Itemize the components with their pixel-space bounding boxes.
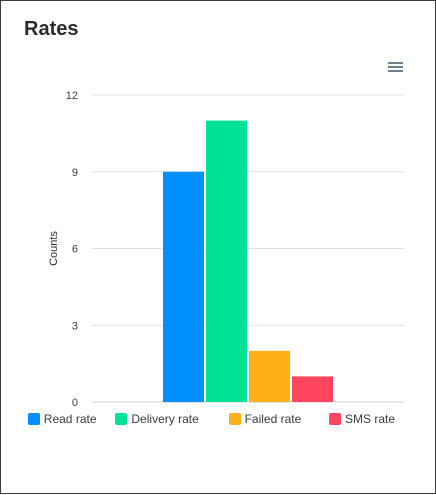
y-tick-label: 3 — [72, 320, 78, 332]
bar-delivery-rate[interactable] — [206, 120, 247, 402]
legend-swatch — [329, 413, 341, 425]
y-tick-label: 12 — [66, 90, 78, 102]
legend-item[interactable]: Failed rate — [228, 410, 302, 428]
bar-failed-rate[interactable] — [249, 350, 290, 402]
legend-item[interactable]: Delivery rate — [115, 410, 199, 428]
legend-swatch — [228, 413, 241, 425]
legend-swatch — [115, 413, 128, 425]
y-tick-label: 0 — [72, 397, 78, 409]
legend-label: Failed rate — [244, 412, 302, 426]
y-tick-label: 9 — [72, 167, 78, 179]
card-title: Rates — [24, 18, 79, 40]
legend-label: Delivery rate — [131, 412, 199, 426]
hamburger-menu-icon[interactable] — [387, 60, 405, 74]
legend-item[interactable]: SMS rate — [329, 410, 395, 428]
y-axis-title: Counts — [48, 231, 60, 266]
legend-label: Read rate — [43, 412, 97, 426]
menu-line — [388, 62, 403, 64]
menu-line — [388, 70, 403, 72]
legend-swatch — [27, 413, 40, 425]
menu-line — [388, 66, 403, 68]
bar-sms-rate[interactable] — [292, 376, 333, 402]
legend-label: SMS rate — [345, 412, 396, 426]
bar-read-rate[interactable] — [163, 171, 204, 402]
chart-legend: Read rate Delivery rate Failed rate SMS rat… — [1, 410, 436, 430]
legend-item[interactable]: Read rate — [27, 410, 97, 428]
y-tick-label: 6 — [72, 244, 78, 256]
